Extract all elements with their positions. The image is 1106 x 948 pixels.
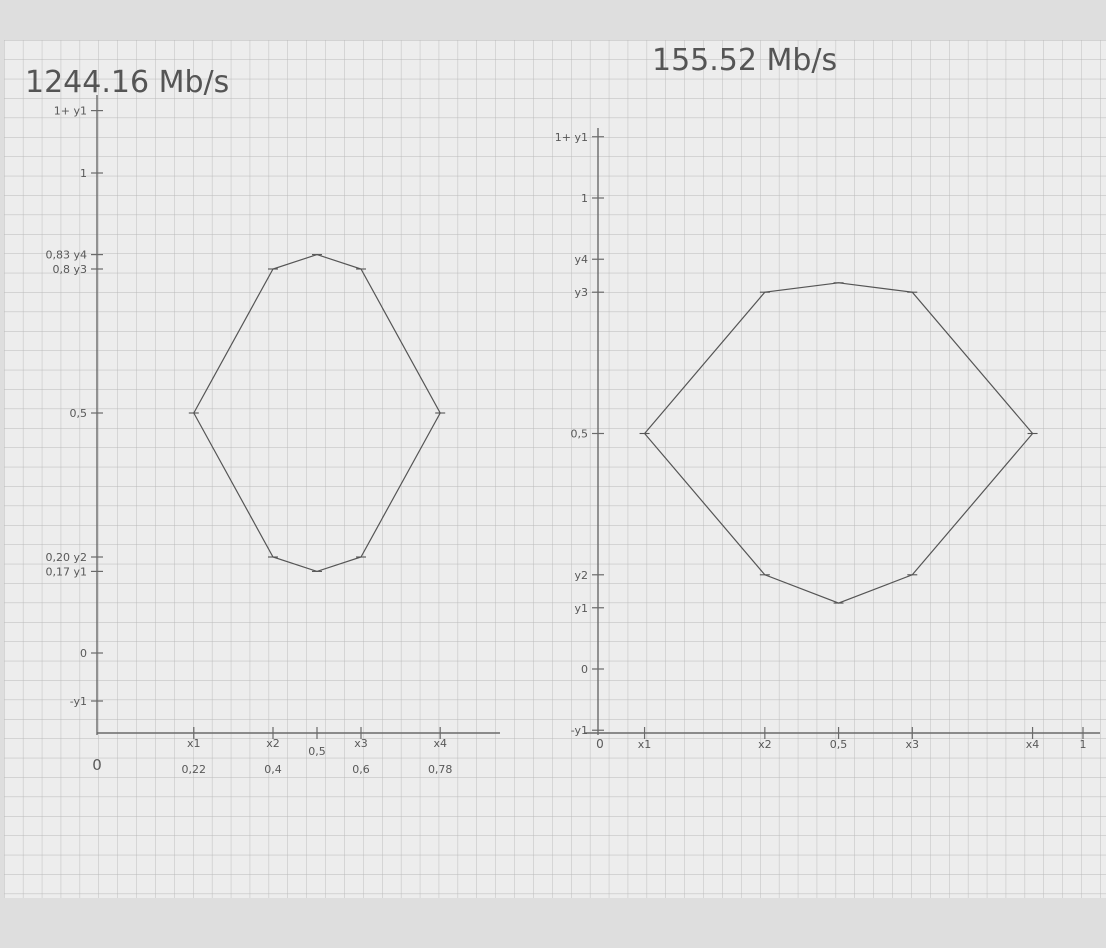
origin-label: 0 [596, 737, 604, 751]
x-tick-label: 0,78 [428, 763, 453, 776]
y-tick-label: y3 [574, 286, 588, 299]
x-tick-label-top: x1 [187, 737, 201, 750]
x-tick-label: 0,6 [352, 763, 370, 776]
y-tick-label: 1 [80, 167, 87, 180]
y-tick-label: 1+ y1 [54, 105, 87, 118]
origin-label: 0 [92, 756, 102, 774]
y-tick-label: 0,5 [70, 407, 88, 420]
y-tick-label: y4 [574, 253, 588, 266]
x-tick-label: x4 [1026, 738, 1040, 751]
y-tick-label: 1+ y1 [555, 131, 588, 144]
y-tick-label: 0 [581, 663, 588, 676]
y-tick-label: y2 [574, 569, 588, 582]
x-tick-label: 0,22 [182, 763, 207, 776]
x-tick-label-top: x3 [354, 737, 368, 750]
x-tick-label: 0,5 [308, 745, 326, 758]
x-tick-label: x3 [906, 738, 920, 751]
x-tick-label-top: x2 [266, 737, 280, 750]
x-tick-label: x2 [758, 738, 772, 751]
y-tick-label: -y1 [70, 695, 87, 708]
y-tick-label: y1 [574, 602, 588, 615]
x-tick-label: x1 [638, 738, 652, 751]
y-tick-label: 1 [581, 192, 588, 205]
chart-title: 155.52 Mb/s [652, 43, 837, 78]
y-tick-label: 0,5 [571, 428, 589, 441]
x-tick-label: 0,4 [264, 763, 282, 776]
chart-right-155-mbps: 155.52 Mb/s 0 1+ y1 1 y4 y3 0,5 y2 y1 0 -y1 x1 x2 0,5… [555, 43, 1100, 751]
chart-title: 1244.16 Mb/s [25, 65, 229, 100]
y-tick-label: 0,20 y2 [46, 551, 88, 564]
chart-left-1244-mbps: 1244.16 Mb/s 0 1+ y1 1 0,83 y40,8 y3 0,5 0,20 … [25, 65, 500, 776]
y-tick-label: 0 [80, 647, 87, 660]
x-tick-label: 1 [1080, 738, 1087, 751]
x-tick-label: 0,5 [830, 738, 848, 751]
y-tick-label: -y1 [571, 724, 588, 737]
y-tick-label: 0,17 y1 [46, 565, 88, 578]
x-tick-label-top: x4 [433, 737, 447, 750]
y-tick-label: 0,8 y3 [53, 263, 88, 276]
y-tick-label: 0,83 y4 [46, 249, 88, 262]
